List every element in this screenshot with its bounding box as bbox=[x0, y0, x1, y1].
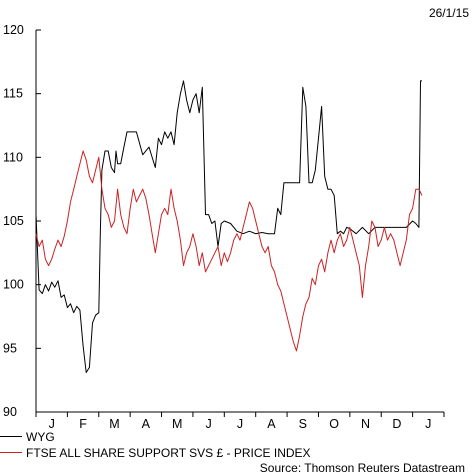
x-tick-label-6: J bbox=[237, 417, 243, 431]
legend-item-wyg: WYG bbox=[0, 430, 420, 444]
y-tick-label-90: 90 bbox=[3, 405, 17, 419]
x-tick-label-12: J bbox=[425, 417, 431, 431]
x-tick-label-3: A bbox=[142, 417, 151, 431]
x-tick-label-7: A bbox=[267, 417, 276, 431]
series-line-ftse bbox=[35, 150, 423, 352]
legend-swatch-wyg bbox=[0, 436, 22, 437]
legend-label-ftse: FTSE ALL SHARE SUPPORT SVS £ - PRICE IND… bbox=[26, 446, 311, 460]
chart-series bbox=[35, 80, 423, 373]
series-line-wyg bbox=[35, 80, 422, 373]
chart-axes bbox=[35, 30, 444, 413]
legend-label-wyg: WYG bbox=[26, 430, 55, 444]
legend-item-ftse: FTSE ALL SHARE SUPPORT SVS £ - PRICE IND… bbox=[0, 446, 420, 460]
x-tick-label-11: D bbox=[392, 417, 401, 431]
y-axis-ticks: 90 95 100 105 110 115 120 bbox=[3, 23, 41, 419]
x-tick-label-2: M bbox=[109, 417, 119, 431]
date-label: 26/1/15 bbox=[428, 6, 469, 20]
x-tick-label-1: F bbox=[79, 417, 87, 431]
y-tick-label-120: 120 bbox=[3, 23, 24, 37]
y-tick-label-105: 105 bbox=[3, 214, 24, 228]
x-tick-label-9: O bbox=[329, 417, 339, 431]
source-note: Source: Thomson Reuters Datastream bbox=[259, 461, 465, 475]
y-tick-label-110: 110 bbox=[3, 150, 23, 164]
y-tick-label-95: 95 bbox=[3, 341, 17, 355]
x-tick-label-5: J bbox=[205, 417, 211, 431]
x-tick-label-4: M bbox=[172, 417, 182, 431]
y-tick-label-100: 100 bbox=[3, 278, 24, 292]
x-tick-label-0: J bbox=[49, 417, 55, 431]
x-tick-label-10: N bbox=[361, 417, 370, 431]
y-tick-label-115: 115 bbox=[3, 87, 23, 101]
x-tick-label-8: S bbox=[299, 417, 307, 431]
legend-swatch-ftse bbox=[0, 452, 22, 453]
